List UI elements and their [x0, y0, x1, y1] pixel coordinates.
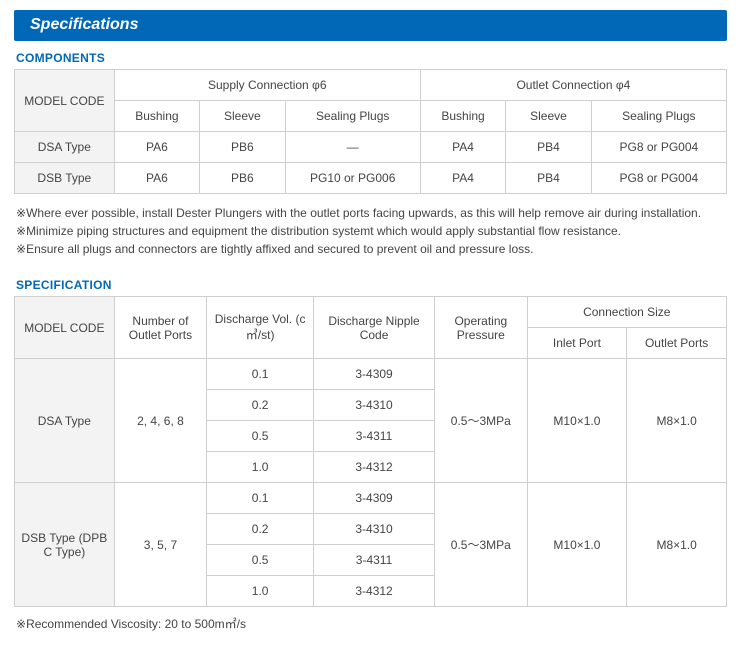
note-marker: ※: [16, 240, 26, 258]
cell-model: DSA Type: [15, 132, 115, 163]
cell-nipple: 3-4309: [314, 359, 435, 390]
table-row: MODEL CODE Supply Connection φ6 Outlet C…: [15, 70, 727, 101]
cell-outlets: 2, 4, 6, 8: [114, 359, 207, 483]
cell: PB6: [200, 163, 285, 194]
banner-title: Specifications: [30, 16, 138, 33]
cell-nipple: 3-4311: [314, 545, 435, 576]
cell: PB4: [506, 132, 591, 163]
col-model: MODEL CODE: [15, 70, 115, 132]
cell-outlets: 3, 5, 7: [114, 483, 207, 607]
cell-outlet: M8×1.0: [627, 359, 727, 483]
table-row: DSB Type (DPB C Type) 3, 5, 7 0.1 3-4309…: [15, 483, 727, 514]
cell: PG8 or PG004: [591, 163, 726, 194]
cell: PA4: [420, 163, 505, 194]
note-text: Where ever possible, install Dester Plun…: [26, 204, 725, 222]
components-table: MODEL CODE Supply Connection φ6 Outlet C…: [14, 69, 727, 194]
cell-vol: 1.0: [207, 452, 314, 483]
table-row: DSA Type 2, 4, 6, 8 0.1 3-4309 0.5～3MPa …: [15, 359, 727, 390]
table-row: MODEL CODE Number of Outlet Ports Discha…: [15, 297, 727, 328]
table-row: DSA Type PA6 PB6 — PA4 PB4 PG8 or PG004: [15, 132, 727, 163]
note-marker: ※: [16, 222, 26, 240]
col-outlets: Number of Outlet Ports: [114, 297, 207, 359]
note-text: Ensure all plugs and connectors are tigh…: [26, 240, 725, 258]
cell-inlet: M10×1.0: [527, 359, 627, 483]
cell: PB6: [200, 132, 285, 163]
col-sealing: Sealing Plugs: [285, 101, 420, 132]
col-discharge-vol: Discharge Vol. (c㎥/st): [207, 297, 314, 359]
cell-outlet: M8×1.0: [627, 483, 727, 607]
cell-vol: 0.2: [207, 514, 314, 545]
note-item: ※ Minimize piping structures and equipme…: [16, 222, 725, 240]
cell-nipple: 3-4312: [314, 576, 435, 607]
cell-nipple: 3-4309: [314, 483, 435, 514]
cell: PA6: [114, 132, 199, 163]
col-bushing: Bushing: [114, 101, 199, 132]
cell-inlet: M10×1.0: [527, 483, 627, 607]
col-sleeve: Sleeve: [506, 101, 591, 132]
cell-model: DSB Type (DPB C Type): [15, 483, 115, 607]
specification-table: MODEL CODE Number of Outlet Ports Discha…: [14, 296, 727, 607]
cell-pressure: 0.5～3MPa: [435, 483, 528, 607]
cell-vol: 0.1: [207, 483, 314, 514]
col-sealing: Sealing Plugs: [591, 101, 726, 132]
table-row: Bushing Sleeve Sealing Plugs Bushing Sle…: [15, 101, 727, 132]
table-row: DSB Type PA6 PB6 PG10 or PG006 PA4 PB4 P…: [15, 163, 727, 194]
components-title: COMPONENTS: [16, 51, 727, 65]
col-model: MODEL CODE: [15, 297, 115, 359]
col-supply-group: Supply Connection φ6: [114, 70, 420, 101]
col-inlet: Inlet Port: [527, 328, 627, 359]
cell: PG10 or PG006: [285, 163, 420, 194]
cell-pressure: 0.5～3MPa: [435, 359, 528, 483]
note-text: Minimize piping structures and equipment…: [26, 222, 725, 240]
note-item: ※ Ensure all plugs and connectors are ti…: [16, 240, 725, 258]
cell-vol: 0.5: [207, 421, 314, 452]
col-sleeve: Sleeve: [200, 101, 285, 132]
col-nipple: Discharge Nipple Code: [314, 297, 435, 359]
note-marker: ※: [16, 204, 26, 222]
cell-nipple: 3-4311: [314, 421, 435, 452]
col-outlet: Outlet Ports: [627, 328, 727, 359]
note-item: ※ Where ever possible, install Dester Pl…: [16, 204, 725, 222]
specifications-banner: Specifications: [14, 10, 727, 41]
col-connection-group: Connection Size: [527, 297, 726, 328]
specification-title: SPECIFICATION: [16, 278, 727, 292]
cell-model: DSA Type: [15, 359, 115, 483]
cell-vol: 1.0: [207, 576, 314, 607]
cell: —: [285, 132, 420, 163]
cell-nipple: 3-4310: [314, 514, 435, 545]
cell-model: DSB Type: [15, 163, 115, 194]
cell: PA6: [114, 163, 199, 194]
cell-vol: 0.2: [207, 390, 314, 421]
cell: PA4: [420, 132, 505, 163]
cell-nipple: 3-4312: [314, 452, 435, 483]
cell-nipple: 3-4310: [314, 390, 435, 421]
footnote-marker: ※: [16, 617, 26, 631]
footnote-text: Recommended Viscosity: 20 to 500m㎡/s: [26, 617, 246, 631]
cell: PB4: [506, 163, 591, 194]
footnote: ※Recommended Viscosity: 20 to 500m㎡/s: [16, 615, 725, 632]
notes-block: ※ Where ever possible, install Dester Pl…: [16, 204, 725, 258]
cell-vol: 0.5: [207, 545, 314, 576]
col-bushing: Bushing: [420, 101, 505, 132]
cell-vol: 0.1: [207, 359, 314, 390]
col-outlet-group: Outlet Connection φ4: [420, 70, 726, 101]
col-pressure: Operating Pressure: [435, 297, 528, 359]
cell: PG8 or PG004: [591, 132, 726, 163]
